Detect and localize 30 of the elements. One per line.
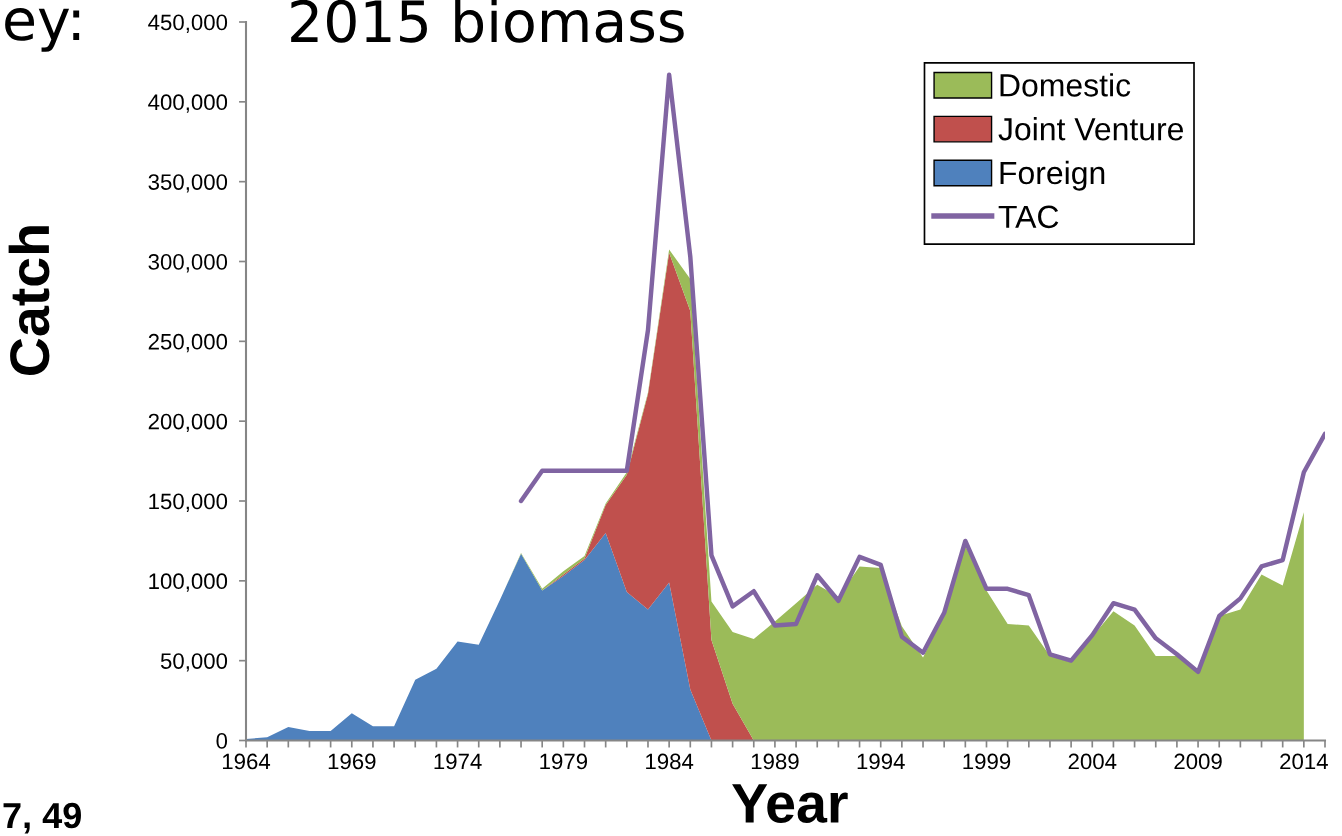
y-tick-label: 400,000 — [148, 94, 228, 113]
y-tick-label: 0 — [216, 733, 228, 749]
legend-label: Foreign — [1000, 160, 1105, 191]
x-tick-label: 2009 — [1174, 753, 1222, 770]
text: 7, 49 — [3, 802, 81, 834]
y-tick-label: 350,000 — [148, 174, 228, 193]
x-tick-label: 1964 — [222, 753, 271, 770]
x-tick-label: 2014 — [1280, 753, 1328, 770]
line-series — [518, 72, 1325, 675]
legend-label: Domestic — [1000, 73, 1131, 97]
legend-label: TAC — [998, 205, 1059, 229]
x-tick-label: 1999 — [963, 753, 1011, 770]
text: ey: — [5, 8, 80, 52]
x-axis-title: Year — [732, 784, 848, 823]
y-tick-label: 50,000 — [160, 653, 228, 672]
x-tick-label: 1989 — [751, 753, 799, 770]
y-tick-label: 200,000 — [148, 413, 228, 433]
legend-label: Joint Venture — [998, 117, 1184, 141]
x-tick-label: 1974 — [434, 753, 482, 770]
x-tick-label: 1969 — [328, 753, 376, 770]
y-tick-label: 300,000 — [148, 254, 228, 273]
y-tick-label: 250,000 — [148, 333, 228, 353]
y-axis-title: Catch — [8, 226, 50, 375]
x-tick-label: 1979 — [540, 753, 588, 770]
y-tick-label: 450,000 — [148, 14, 228, 33]
x-tick-label: 2004 — [1068, 753, 1117, 770]
y-tick-label: 150,000 — [149, 493, 228, 512]
y-tick-label: 100,000 — [149, 573, 228, 592]
x-tick-label: 1994 — [857, 753, 905, 770]
x-tick-label: 1984 — [646, 753, 694, 770]
